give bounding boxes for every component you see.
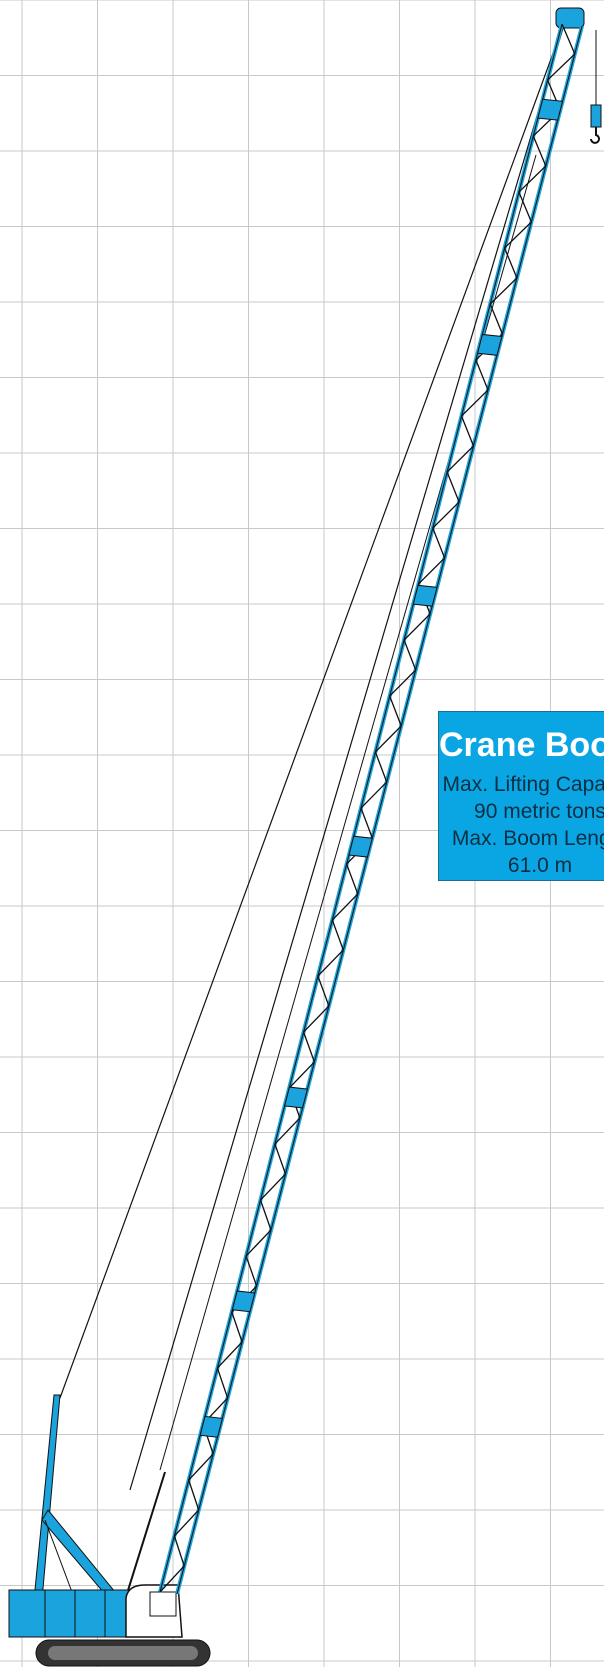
info-box: Crane Boom Max. Lifting Capacity 90 metr…: [438, 711, 604, 881]
page: Crane Boom Max. Lifting Capacity 90 metr…: [0, 0, 604, 1667]
info-line: Max. Lifting Capacity: [439, 771, 604, 798]
info-line: Max. Boom Length: [439, 825, 604, 852]
boom-joint: [413, 585, 437, 606]
stage: Crane Boom Max. Lifting Capacity 90 metr…: [0, 0, 604, 1667]
info-line: 90 metric tons: [439, 798, 604, 825]
boom-joint: [478, 334, 502, 355]
info-title: Crane Boom: [439, 726, 604, 765]
info-line: 61.0 m: [439, 852, 604, 879]
boom-joint: [538, 99, 563, 120]
